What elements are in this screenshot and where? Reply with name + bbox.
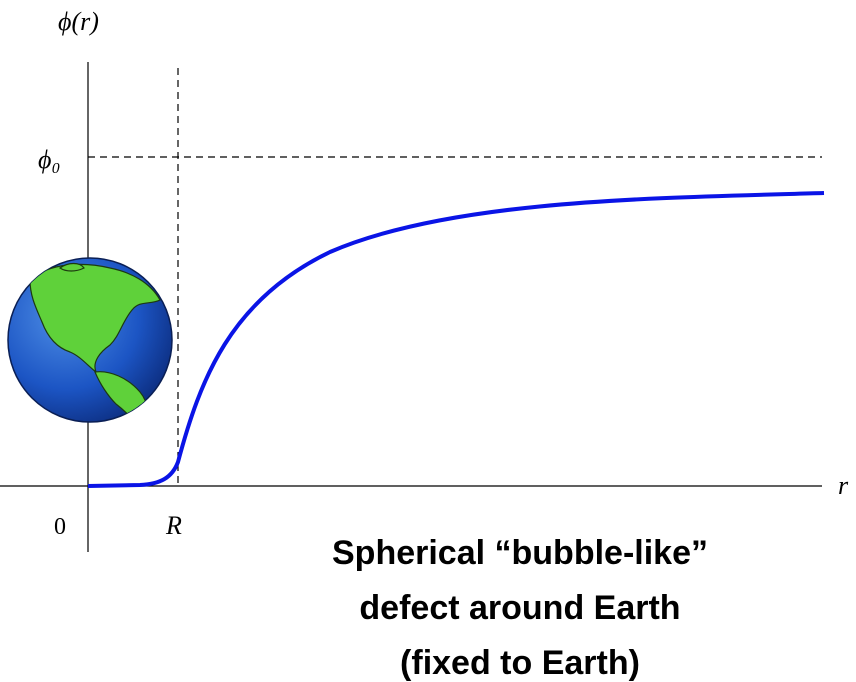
earth bbox=[8, 258, 172, 428]
origin-label: 0 bbox=[54, 514, 66, 540]
x-axis-label: r bbox=[838, 471, 849, 500]
caption-line: defect around Earth bbox=[359, 589, 680, 627]
caption-line: (fixed to Earth) bbox=[400, 644, 640, 682]
radius-label: R bbox=[165, 511, 182, 540]
y-axis-label: ϕ(r) bbox=[58, 7, 99, 36]
level-label: ϕ₀ bbox=[38, 145, 61, 174]
caption-line: Spherical “bubble-like” bbox=[332, 534, 708, 572]
diagram: ϕ(r) ϕ₀ r 0 R Spherical “bubble-like” de… bbox=[0, 0, 856, 682]
curve bbox=[88, 193, 824, 486]
